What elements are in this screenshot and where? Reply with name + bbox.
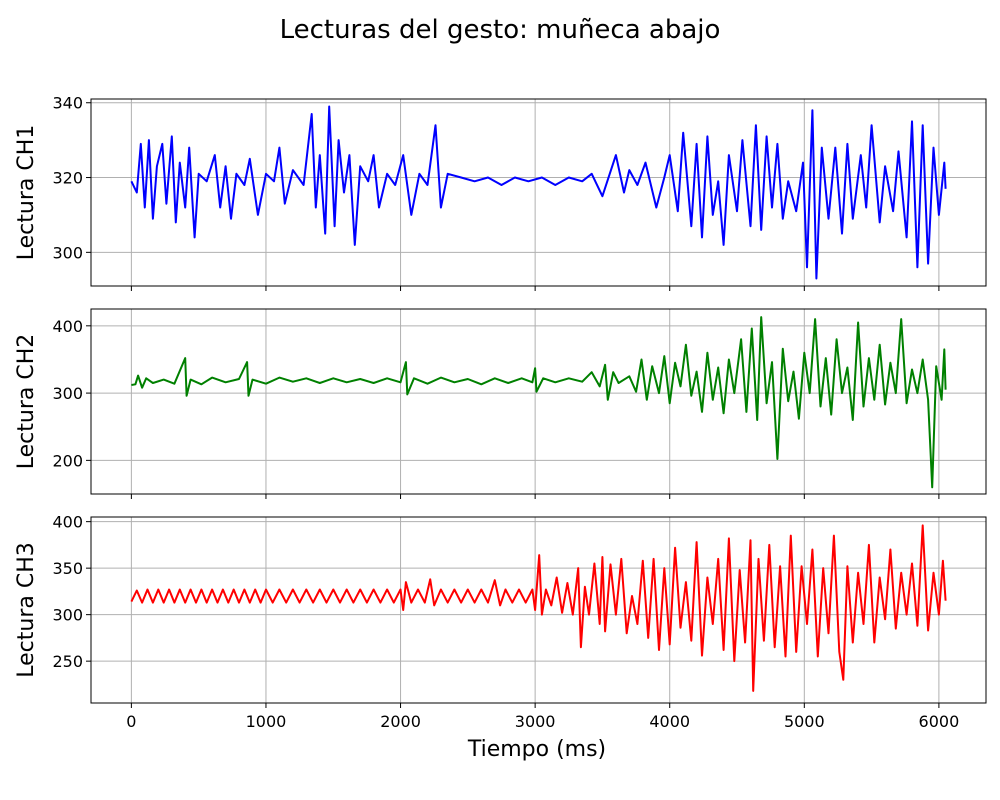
plot-frame: [90, 516, 987, 704]
chart-title: Lecturas del gesto: muñeca abajo: [280, 15, 721, 45]
y-tick-label: 400: [52, 317, 83, 336]
plot-frame: [90, 308, 987, 495]
series-line-ch1: [130, 105, 947, 280]
y-tick-label: 340: [52, 94, 83, 113]
x-tick-label: 0: [126, 712, 136, 731]
series-line-ch3: [130, 524, 947, 692]
x-tick-label: 1000: [246, 712, 287, 731]
x-tick-label: 5000: [784, 712, 825, 731]
y-tick-label: 320: [52, 169, 83, 188]
x-tick-label: 3000: [515, 712, 556, 731]
y-axis-label-ch2: Lectura CH2: [14, 334, 39, 470]
panel-ch1: 300 320 340 Lectura CH1: [14, 94, 987, 291]
plot-frame: [90, 98, 987, 287]
x-tick-label: 6000: [919, 712, 960, 731]
y-tick-label: 250: [52, 652, 83, 671]
x-tick-label: 2000: [380, 712, 421, 731]
y-axis-label-ch1: Lectura CH1: [14, 125, 39, 261]
y-tick-label: 400: [52, 513, 83, 532]
x-tick-label: 4000: [649, 712, 690, 731]
x-axis-label: Tiempo (ms): [467, 737, 606, 762]
chart-panels: 300 320 340 Lectura CH1 200 300 400 Lectura CH2…: [14, 94, 987, 731]
y-tick-label: 300: [52, 384, 83, 403]
y-tick-label: 200: [52, 451, 83, 470]
series-line-ch2: [131, 316, 947, 489]
panel-ch2: 200 300 400 Lectura CH2: [14, 308, 987, 499]
y-tick-label: 350: [52, 559, 83, 578]
y-axis-label-ch3: Lectura CH3: [14, 542, 39, 678]
y-tick-label: 300: [52, 606, 83, 625]
y-tick-label: 300: [52, 243, 83, 262]
